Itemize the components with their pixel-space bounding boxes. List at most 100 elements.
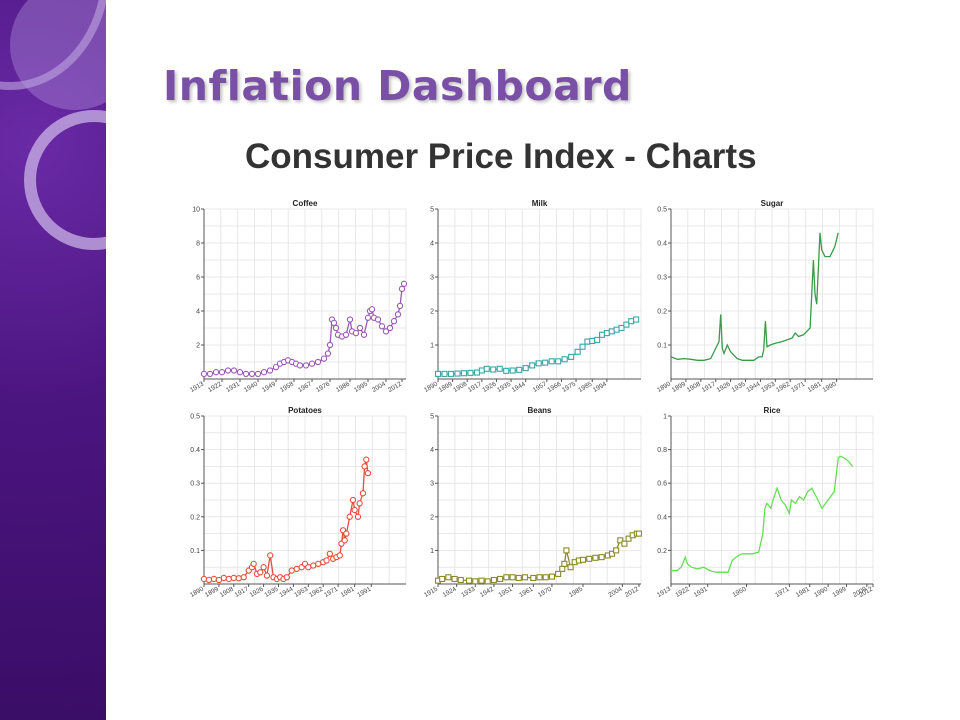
y-tick-label: 0.5 xyxy=(657,207,667,214)
y-tick-label: 4 xyxy=(196,309,200,316)
data-point xyxy=(594,336,601,343)
x-tick-label: 1931 xyxy=(225,380,241,393)
data-point xyxy=(589,337,596,344)
y-tick-label: 4 xyxy=(430,241,434,248)
data-point xyxy=(515,574,522,582)
x-tick-label: 1908 xyxy=(686,380,702,393)
data-point xyxy=(398,285,406,293)
x-tick-label: 1971 xyxy=(774,585,790,598)
data-point xyxy=(559,565,566,572)
x-tick-label: 1994 xyxy=(592,380,608,393)
x-tick-label: 1931 xyxy=(693,585,709,598)
page-title: Inflation Dashboard xyxy=(163,62,632,110)
data-point xyxy=(621,540,628,547)
chart-title: Rice xyxy=(764,406,781,415)
x-tick-label: 1981 xyxy=(807,380,823,393)
x-tick-label: 1890 xyxy=(656,380,672,393)
x-tick-label: 1935 xyxy=(263,585,279,598)
x-tick-label: 1976 xyxy=(315,380,331,393)
y-tick-label: 1 xyxy=(663,414,667,421)
data-point xyxy=(521,574,529,581)
data-point xyxy=(288,567,295,574)
data-point xyxy=(603,330,610,337)
data-point xyxy=(346,316,354,323)
x-tick-label: 1990 xyxy=(822,380,838,393)
data-point xyxy=(364,469,372,477)
y-tick-label: 0.8 xyxy=(657,447,667,454)
x-tick-label: 1986 xyxy=(335,380,351,393)
data-point xyxy=(305,564,312,571)
data-point xyxy=(200,575,208,583)
data-point xyxy=(324,350,332,357)
x-tick-label: 1971 xyxy=(323,585,339,598)
data-point xyxy=(308,360,316,367)
data-point xyxy=(230,367,238,374)
data-point xyxy=(472,578,479,585)
data-point xyxy=(608,328,615,335)
data-point xyxy=(224,367,232,374)
data-point xyxy=(542,359,549,366)
x-tick-label: 1899 xyxy=(671,380,687,393)
x-tick-label: 1995 xyxy=(353,380,369,393)
chart-title: Milk xyxy=(532,199,548,208)
data-point xyxy=(441,370,448,377)
y-tick-label: 5 xyxy=(430,414,434,421)
data-point xyxy=(363,456,370,463)
data-point xyxy=(483,365,490,372)
data-point xyxy=(473,369,481,376)
data-point xyxy=(332,324,340,332)
data-point xyxy=(225,575,232,583)
x-tick-label: 1953 xyxy=(293,585,309,598)
data-point xyxy=(346,513,353,520)
y-tick-label: 0.2 xyxy=(657,309,667,316)
x-tick-label: 1962 xyxy=(308,585,324,598)
data-point xyxy=(478,577,485,584)
y-tick-label: 2 xyxy=(196,343,200,350)
x-tick-label: 1935 xyxy=(730,380,746,393)
data-point xyxy=(592,554,599,561)
data-point xyxy=(535,360,542,367)
data-point xyxy=(212,369,220,376)
data-point xyxy=(210,575,218,583)
data-point xyxy=(314,358,322,366)
x-tick-label: 1961 xyxy=(518,585,534,598)
data-point xyxy=(613,326,620,333)
series-line xyxy=(671,455,854,573)
data-point xyxy=(584,338,591,345)
x-tick-label: 1949 xyxy=(261,380,277,393)
x-tick-label: 1940 xyxy=(243,380,259,393)
series-line xyxy=(203,459,369,581)
y-tick-label: 2 xyxy=(430,514,434,521)
data-point xyxy=(236,369,244,376)
y-tick-label: 0.1 xyxy=(190,548,200,555)
data-point xyxy=(561,356,568,363)
data-point xyxy=(320,355,328,362)
x-tick-label: 1933 xyxy=(460,585,476,598)
x-tick-label: 1975 xyxy=(561,380,577,393)
x-tick-label: 1985 xyxy=(568,585,584,598)
x-tick-label: 1924 xyxy=(442,585,458,598)
y-tick-label: 8 xyxy=(196,241,200,248)
x-tick-label: 1899 xyxy=(204,585,220,598)
data-point xyxy=(522,365,529,372)
sidebar-decoration xyxy=(0,0,106,720)
data-point xyxy=(293,565,300,573)
y-tick-label: 0.6 xyxy=(657,481,667,488)
data-point xyxy=(205,576,213,584)
data-point xyxy=(206,370,214,378)
x-tick-label: 2004 xyxy=(371,380,387,393)
data-point xyxy=(374,316,382,323)
data-point xyxy=(509,367,516,374)
y-tick-label: 0.2 xyxy=(657,548,667,555)
y-tick-label: 4 xyxy=(430,447,434,454)
data-point xyxy=(394,311,402,318)
data-point xyxy=(555,570,562,577)
x-tick-label: 1953 xyxy=(760,380,776,393)
data-point xyxy=(250,560,257,567)
data-point xyxy=(326,341,334,349)
data-point xyxy=(625,535,632,542)
data-point xyxy=(361,463,368,470)
x-tick-label: 1967 xyxy=(297,380,313,393)
data-point xyxy=(240,574,247,581)
data-point xyxy=(230,574,237,582)
